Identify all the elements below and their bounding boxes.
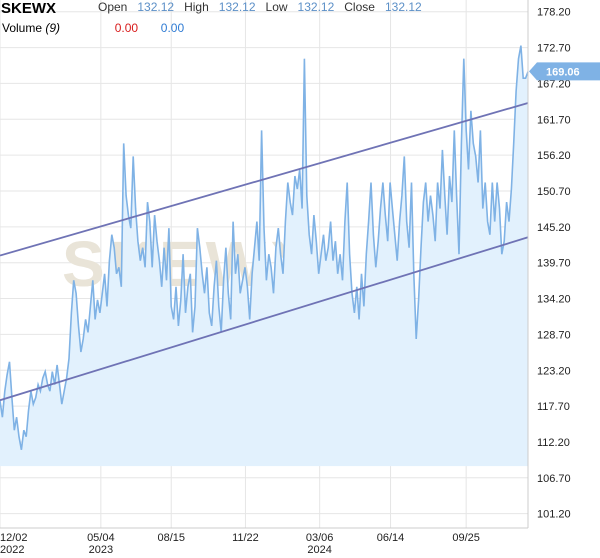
x-tick-label: 08/15 [157, 532, 185, 544]
y-tick-label: 150.70 [537, 186, 571, 198]
y-tick-label: 112.20 [537, 437, 570, 449]
x-tick-label: 03/06 [306, 532, 334, 544]
low-label: Low [265, 0, 288, 14]
y-tick-label: 161.70 [537, 114, 571, 126]
x-tick-year: 2024 [307, 544, 331, 556]
x-tick-label: 05/04 [87, 532, 115, 544]
open-label: Open [98, 0, 128, 14]
high-label: High [184, 0, 209, 14]
y-tick-label: 178.20 [537, 7, 571, 19]
last-price-text: 169.06 [546, 66, 580, 78]
y-tick-label: 117.70 [537, 401, 570, 413]
close-value: 132.12 [384, 0, 422, 14]
price-line [0, 45, 529, 450]
volume-value-2: 0.00 [160, 21, 185, 35]
volume-row: Volume (9) 0.00 0.00 [2, 21, 184, 35]
trendline [0, 236, 529, 402]
ticker-symbol: SKEWX [1, 0, 57, 17]
high-value: 132.12 [218, 0, 256, 14]
trendlines [0, 102, 529, 402]
trendline [0, 102, 529, 257]
last-price-box [529, 62, 600, 81]
y-tick-label: 172.70 [537, 43, 571, 55]
volume-label: Volume [2, 21, 43, 35]
y-tick-label: 134.20 [537, 294, 571, 306]
y-tick-label: 167.20 [537, 78, 571, 90]
last-price-tag: 169.06 [529, 62, 600, 81]
low-value: 132.12 [297, 0, 335, 14]
y-tick-label: 139.70 [537, 258, 571, 270]
y-tick-label: 101.20 [537, 509, 571, 521]
y-tick-label: 106.70 [537, 473, 571, 485]
x-tick-year: 2022 [0, 544, 24, 556]
open-value: 132.12 [137, 0, 175, 14]
volume-period: (9) [45, 21, 61, 35]
x-tick-label: 06/14 [377, 532, 405, 544]
y-tick-label: 145.20 [537, 222, 571, 234]
x-tick-year: 2023 [89, 544, 113, 556]
x-tick-label: 09/25 [452, 532, 480, 544]
y-tick-label: 156.20 [537, 150, 571, 162]
price-area [0, 45, 528, 467]
volume-value-1: 0.00 [114, 21, 139, 35]
y-tick-label: 128.70 [537, 329, 571, 341]
x-tick-label: 11/22 [232, 532, 259, 544]
y-tick-label: 123.20 [537, 365, 571, 377]
axes: 178.20 172.70 167.20 161.70 156.20 150.70 145.… [0, 0, 571, 556]
x-tick-label: 12/02 [0, 532, 28, 544]
close-label: Close [344, 0, 375, 14]
ohlc-row: Open 132.12 High 132.12 Low 132.12 Close… [98, 0, 422, 18]
